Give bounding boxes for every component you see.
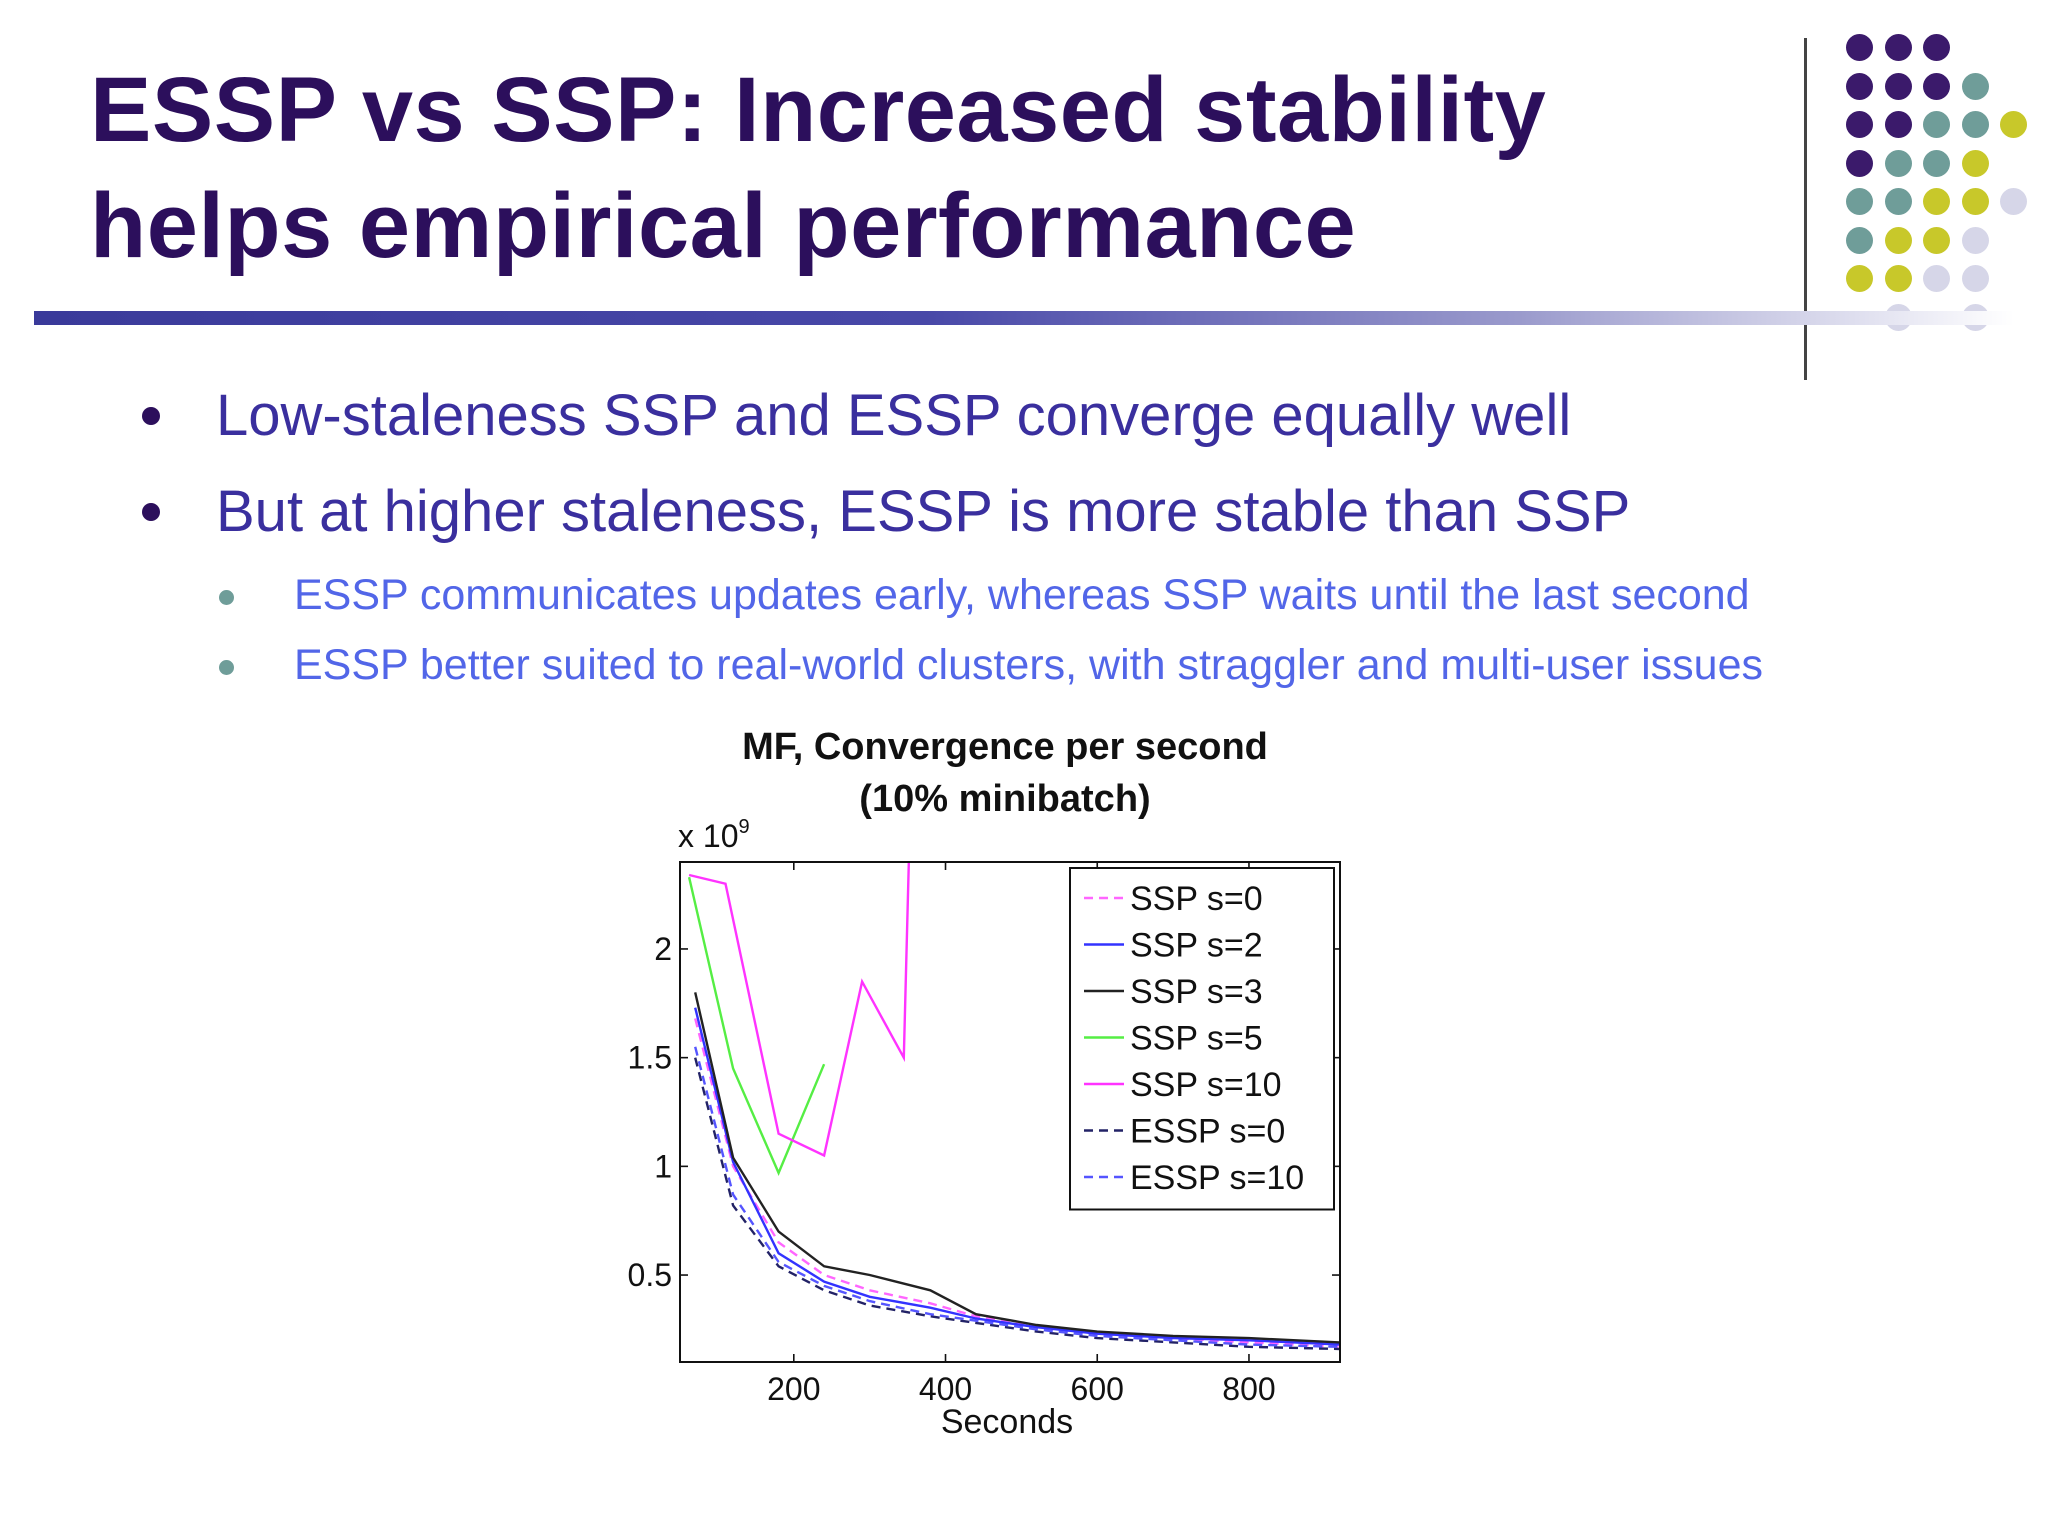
bullet-item: Low-staleness SSP and ESSP converge equa… xyxy=(0,377,2048,457)
x-tick-label: 200 xyxy=(767,1371,820,1407)
decorative-dot xyxy=(1846,265,1873,292)
legend-label: SSP s=5 xyxy=(1130,1020,1263,1058)
series-line-ssp-s-2 xyxy=(694,1007,1340,1346)
decorative-dot xyxy=(1923,149,1950,177)
decorative-dot xyxy=(1961,111,1989,138)
bullet-marker xyxy=(142,407,160,425)
decorative-dot xyxy=(1923,111,1950,138)
decorative-dot xyxy=(1923,72,1950,100)
decorative-dot xyxy=(2000,188,2027,215)
legend-label: SSP s=0 xyxy=(1130,880,1263,918)
sub-bullet-item: ESSP better suited to real-world cluster… xyxy=(0,636,2048,696)
decorative-dot xyxy=(1884,265,1912,292)
decorative-dot xyxy=(1884,72,1912,100)
sub-bullet-item: ESSP communicates updates early, whereas… xyxy=(0,566,2048,626)
decorative-dot xyxy=(1923,265,1950,292)
slide-title-line-2: helps empirical performance xyxy=(90,175,1357,277)
chart-svg: MF, Convergence per second (10% minibatc… xyxy=(628,726,1341,1441)
legend-label: SSP s=3 xyxy=(1130,973,1263,1011)
series-line-essp-s-0 xyxy=(694,1057,1340,1351)
decorative-dot xyxy=(1846,34,1873,61)
bullet-marker xyxy=(142,503,160,521)
decorative-dot xyxy=(1961,188,1989,215)
decorative-dot xyxy=(1923,226,1950,254)
decorative-dot xyxy=(1846,188,1873,215)
decorative-dot xyxy=(1923,188,1950,215)
legend-box xyxy=(1069,867,1335,1211)
legend-label: SSP s=2 xyxy=(1130,927,1263,965)
sub-bullet-text: ESSP communicates updates early, whereas… xyxy=(294,571,1750,619)
bullet-item: But at higher staleness, ESSP is more st… xyxy=(0,473,2048,553)
x-axis-label: Seconds xyxy=(941,1403,1073,1441)
decorative-dot xyxy=(1884,149,1912,177)
bullet-text: Low-staleness SSP and ESSP converge equa… xyxy=(216,383,1572,448)
decorative-dot xyxy=(1961,226,1989,254)
x-tick-label: 800 xyxy=(1222,1371,1275,1407)
bullet-list: Low-staleness SSP and ESSP converge equa… xyxy=(0,0,2048,720)
y-multiplier-exponent: 9 xyxy=(738,816,749,838)
sub-bullet-marker xyxy=(219,660,234,675)
chart-title: MF, Convergence per second xyxy=(742,726,1268,768)
decorative-dot xyxy=(1884,111,1912,138)
x-tick-label: 600 xyxy=(1071,1371,1124,1407)
series-line-ssp-s-10 xyxy=(688,862,911,1158)
plot-frame xyxy=(679,861,1341,1363)
series-line-essp-s-10 xyxy=(694,1046,1340,1348)
legend-label: ESSP s=0 xyxy=(1130,1113,1285,1151)
title-underline-rule xyxy=(34,311,2014,325)
y-tick-label: 2 xyxy=(654,931,672,967)
decorative-dot xyxy=(1961,149,1989,177)
x-tick-label: 400 xyxy=(919,1371,972,1407)
convergence-chart: MF, Convergence per second (10% minibatc… xyxy=(560,720,1480,1450)
series-line-ssp-s-5 xyxy=(687,876,826,1176)
slide-title: ESSP vs SSP: Increased stability helps e… xyxy=(90,52,1730,284)
decorative-dot xyxy=(1884,34,1912,61)
legend-label: ESSP s=10 xyxy=(1130,1159,1304,1197)
bullet-text: But at higher staleness, ESSP is more st… xyxy=(216,479,1631,544)
decorative-dot xyxy=(1846,111,1873,138)
decorative-dot xyxy=(1961,265,1989,292)
legend-label: SSP s=10 xyxy=(1130,1066,1282,1104)
sub-bullet-text: ESSP better suited to real-world cluster… xyxy=(294,641,1763,689)
y-multiplier-base: x 10 xyxy=(678,818,738,854)
y-tick-label: 1 xyxy=(654,1148,672,1184)
decorative-dot-grid xyxy=(1846,34,2048,354)
series-line-ssp-s-3 xyxy=(694,992,1340,1344)
decorative-dot xyxy=(1961,72,1989,100)
decorative-dot xyxy=(1846,226,1873,254)
decorative-dot xyxy=(1846,149,1873,177)
slide-title-line-1: ESSP vs SSP: Increased stability xyxy=(90,59,1547,161)
y-tick-label: 0.5 xyxy=(628,1257,672,1293)
decorative-dot xyxy=(1846,72,1873,100)
decorative-dot xyxy=(1923,34,1950,61)
sub-bullet-marker xyxy=(219,590,234,605)
header-vertical-divider xyxy=(1804,38,1807,380)
chart-subtitle: (10% minibatch) xyxy=(859,778,1150,820)
y-tick-label: 1.5 xyxy=(628,1040,672,1076)
decorative-dot xyxy=(1884,226,1912,254)
decorative-dot xyxy=(1884,188,1912,215)
y-multiplier-label: x 109 xyxy=(678,816,750,854)
decorative-dot xyxy=(2000,111,2027,138)
